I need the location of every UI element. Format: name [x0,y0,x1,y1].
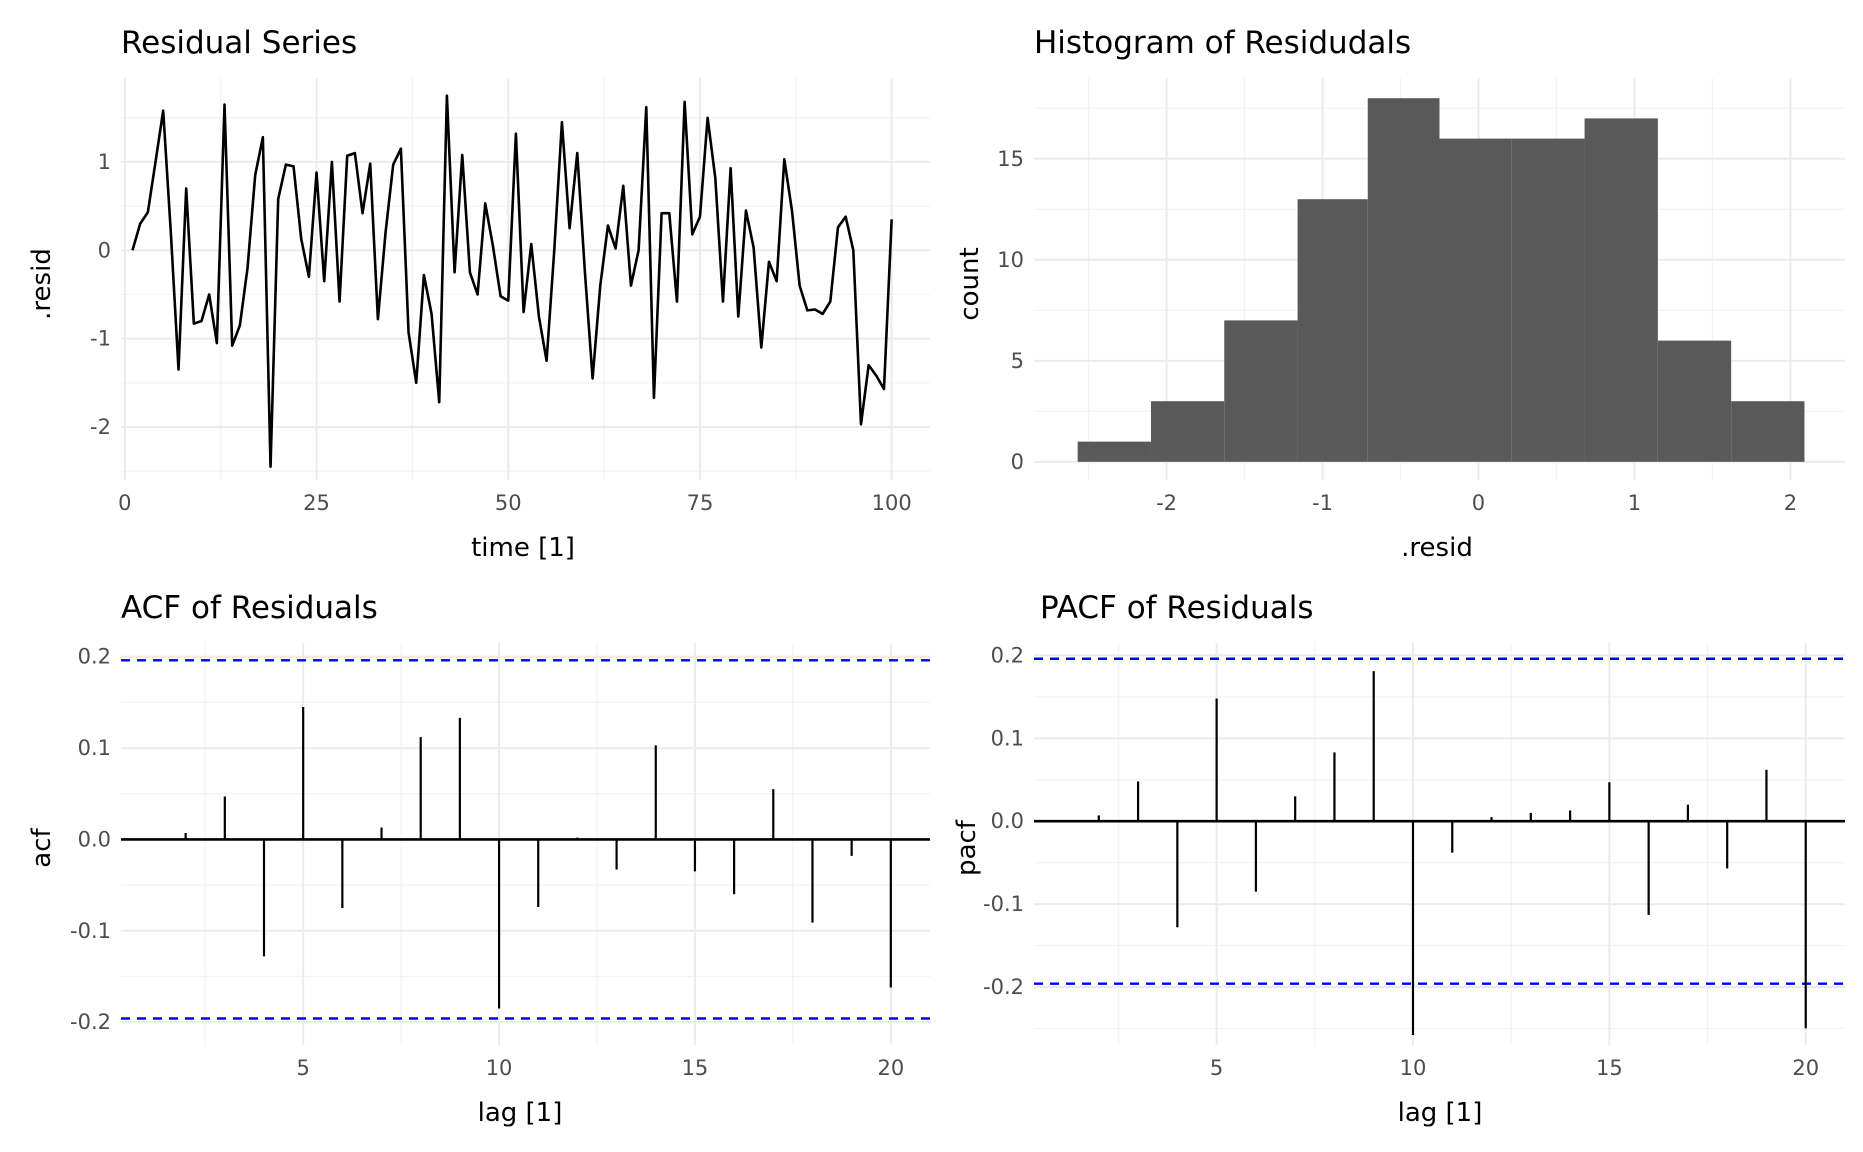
acf-xtick-label: 15 [682,1056,709,1080]
histogram-ytick-label: 0 [1011,450,1024,474]
histogram-bar [1731,401,1805,462]
histogram-bar [1439,138,1512,462]
histogram-ytick-label: 5 [1011,349,1024,373]
pacf-ytick-label: -0.2 [983,975,1024,999]
histogram-ylabel: count [955,247,985,320]
residual-series-xlabel: time [1] [471,533,575,563]
residual-series-ytick-label: 0 [98,238,111,262]
acf-xlabel: lag [1] [478,1098,563,1128]
acf-ytick-label: -0.2 [70,1010,111,1034]
acf-panel: ACF of Residuals -0.2 -0.1 0.0 0.1 0.2 5 10 15… [27,590,930,1128]
histogram-bar [1150,401,1225,462]
residual-series-ylabel: .resid [27,248,57,320]
pacf-title: PACF of Residuals [1040,590,1314,626]
histogram-bar [1584,118,1658,462]
residual-series-xtick-label: 0 [118,491,131,515]
residual-series-xtick-label: 25 [303,491,330,515]
acf-ylabel: acf [27,827,57,867]
residual-series-line [131,94,893,469]
pacf-xlabel: lag [1] [1398,1098,1483,1128]
pacf-xtick-label: 10 [1400,1056,1427,1080]
residual-series-ytick-label: 1 [98,150,111,174]
histogram-bar [1657,340,1732,462]
histogram-xtick-label: 0 [1472,491,1485,515]
acf-ytick-label: 0.0 [78,827,111,851]
histogram-xtick-label: -2 [1156,491,1177,515]
histogram-panel: Histogram of Residudals 0 5 10 15 -2 -1 0 1 2 .… [955,25,1845,563]
histogram-xlabel: .resid [1401,533,1473,563]
histogram-xtick-label: 2 [1784,491,1797,515]
histogram-bar [1367,98,1440,462]
pacf-ytick-label: -0.1 [983,892,1024,916]
acf-xtick-label: 10 [486,1056,513,1080]
histogram-xtick-label: -1 [1312,491,1333,515]
residual-series-xtick-label: 50 [495,491,522,515]
residual-series-xtick-label: 100 [872,491,912,515]
pacf-panel: PACF of Residuals -0.2 -0.1 0.0 0.1 0.2 5 10 1… [952,590,1845,1128]
histogram-bar [1297,199,1368,462]
residual-series-ytick-label: -2 [90,415,111,439]
histogram-title: Histogram of Residudals [1034,25,1411,61]
pacf-ytick-label: 0.0 [991,809,1024,833]
histogram-bar [1224,320,1298,462]
acf-xtick-label: 20 [877,1056,904,1080]
pacf-ytick-label: 0.2 [991,643,1024,667]
acf-xtick-label: 5 [296,1056,309,1080]
pacf-ytick-label: 0.1 [991,726,1024,750]
residual-series-title: Residual Series [121,25,357,61]
residual-series-xtick-label: 75 [687,491,714,515]
histogram-bar [1511,138,1585,462]
histogram-xtick-label: 1 [1628,491,1641,515]
pacf-xtick-label: 15 [1596,1056,1623,1080]
histogram-ytick-label: 10 [997,248,1024,272]
acf-ytick-label: -0.1 [70,919,111,943]
residual-series-panel: Residual Series -2 -1 0 1 0 25 50 75 100 time [… [27,25,930,563]
pacf-xtick-label: 20 [1792,1056,1819,1080]
acf-ytick-label: 0.1 [78,736,111,760]
acf-title: ACF of Residuals [121,590,378,626]
histogram-bar [1077,441,1151,462]
acf-ytick-label: 0.2 [78,645,111,669]
residual-series-ytick-label: -1 [90,327,111,351]
pacf-ylabel: pacf [952,819,982,876]
pacf-xtick-label: 5 [1210,1056,1223,1080]
histogram-ytick-label: 15 [997,147,1024,171]
